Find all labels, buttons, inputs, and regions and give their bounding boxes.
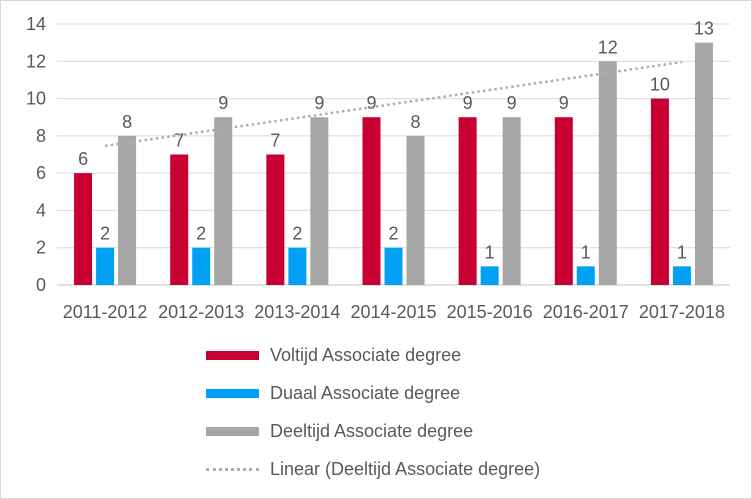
bar-deeltijd-2014-2015 xyxy=(406,135,425,285)
legend-swatch-voltijd xyxy=(206,351,259,360)
bar-voltijd-2012-2013 xyxy=(170,154,189,285)
data-label: 9 xyxy=(314,93,324,113)
x-tick-label: 2015-2016 xyxy=(447,302,533,322)
linear-trendline xyxy=(104,60,683,148)
y-tick-label: 2 xyxy=(36,238,46,258)
y-tick-label: 0 xyxy=(36,275,46,295)
legend-item-linear-trend: Linear (Deeltijd Associate degree) xyxy=(206,459,540,480)
y-tick-label: 8 xyxy=(36,126,46,146)
data-label: 13 xyxy=(694,19,714,39)
data-label: 9 xyxy=(559,93,569,113)
y-tick-label: 10 xyxy=(26,89,46,109)
data-label: 8 xyxy=(122,112,132,132)
bar-voltijd-2017-2018 xyxy=(650,98,669,285)
data-label: 6 xyxy=(78,149,88,169)
x-tick-label: 2017-2018 xyxy=(639,302,725,322)
bar-deeltijd-2012-2013 xyxy=(214,117,233,285)
bar-duaal-2013-2014 xyxy=(288,247,307,285)
data-label: 9 xyxy=(366,93,376,113)
bar-deeltijd-2011-2012 xyxy=(118,135,137,285)
bar-voltijd-2011-2012 xyxy=(74,173,93,285)
data-label: 9 xyxy=(463,93,473,113)
data-label: 10 xyxy=(650,75,670,95)
data-label: 9 xyxy=(218,93,228,113)
chart-legend: Voltijd Associate degree Duaal Associate… xyxy=(206,345,540,497)
bar-deeltijd-2013-2014 xyxy=(310,117,329,285)
bar-deeltijd-2017-2018 xyxy=(694,42,713,286)
data-label: 2 xyxy=(292,224,302,244)
legend-label-voltijd: Voltijd Associate degree xyxy=(270,345,462,365)
data-label: 1 xyxy=(485,242,495,262)
bar-voltijd-2013-2014 xyxy=(266,154,285,285)
x-tick-label: 2014-2015 xyxy=(350,302,436,322)
bar-deeltijd-2015-2016 xyxy=(502,117,521,285)
bar-voltijd-2016-2017 xyxy=(554,117,573,285)
bar-duaal-2016-2017 xyxy=(576,266,595,285)
bar-duaal-2015-2016 xyxy=(480,266,499,285)
data-label: 1 xyxy=(677,242,687,262)
legend-label-deeltijd: Deeltijd Associate degree xyxy=(270,421,474,441)
data-label: 2 xyxy=(100,224,110,244)
legend-swatch-deeltijd xyxy=(206,427,259,436)
legend-label-duaal: Duaal Associate degree xyxy=(270,383,461,403)
legend-item-duaal: Duaal Associate degree xyxy=(206,383,540,404)
x-tick-label: 2011-2012 xyxy=(63,302,148,322)
bar-duaal-2014-2015 xyxy=(384,247,403,285)
legend-item-deeltijd: Deeltijd Associate degree xyxy=(206,421,540,442)
data-label: 8 xyxy=(410,112,420,132)
x-tick-label: 2012-2013 xyxy=(158,302,244,322)
legend-label-linear-trend: Linear (Deeltijd Associate degree) xyxy=(270,459,541,479)
y-tick-label: 14 xyxy=(26,14,46,34)
y-tick-label: 6 xyxy=(36,163,46,183)
data-label: 12 xyxy=(598,37,618,57)
y-tick-label: 4 xyxy=(36,200,46,220)
x-tick-label: 2016-2017 xyxy=(543,302,629,322)
legend-swatch-duaal xyxy=(206,389,259,398)
plot-area: 0 2 4 6 8 10 12 14 6 7 7 9 9 9 10 2 2 2 2 1 1 1 8 9 9 8 9 12 13 2011-… xyxy=(1,1,751,336)
data-label: 1 xyxy=(581,242,591,262)
y-tick-label: 12 xyxy=(26,51,46,71)
bar-chart: 0 2 4 6 8 10 12 14 6 7 7 9 9 9 10 2 2 2 2 1 1 1 8 9 9 8 9 12 13 2011-… xyxy=(26,14,730,322)
bar-duaal-2011-2012 xyxy=(96,247,115,285)
bar-duaal-2017-2018 xyxy=(672,266,691,285)
data-label: 7 xyxy=(270,131,280,151)
legend-item-voltijd: Voltijd Associate degree xyxy=(206,345,540,366)
data-label: 2 xyxy=(388,224,398,244)
data-label: 7 xyxy=(174,131,184,151)
bar-voltijd-2015-2016 xyxy=(458,117,477,285)
x-tick-label: 2013-2014 xyxy=(254,302,340,322)
bar-voltijd-2014-2015 xyxy=(362,117,381,285)
bar-duaal-2012-2013 xyxy=(192,247,211,285)
data-label: 9 xyxy=(507,93,517,113)
legend-swatch-linear-dotted-line xyxy=(206,468,259,471)
bar-deeltijd-2016-2017 xyxy=(598,61,617,286)
data-label: 2 xyxy=(196,224,206,244)
